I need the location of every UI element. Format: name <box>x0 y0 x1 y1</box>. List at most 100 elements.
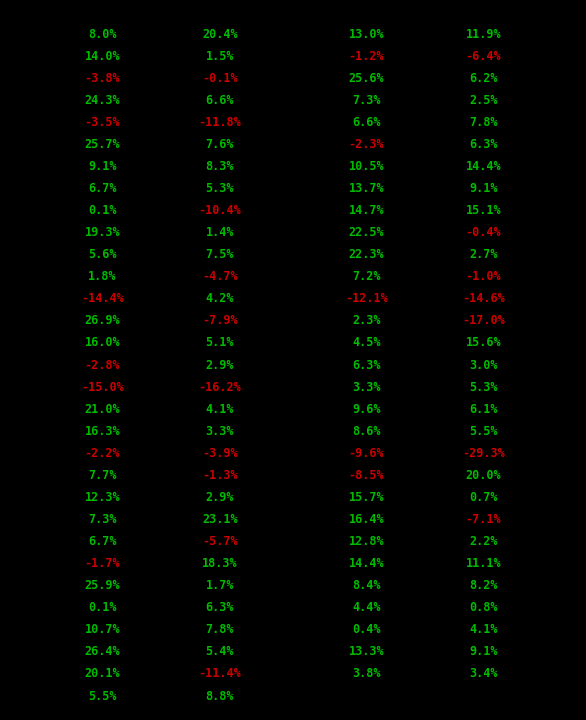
Text: -1.3%: -1.3% <box>202 469 237 482</box>
Text: 6.6%: 6.6% <box>206 94 234 107</box>
Text: -8.5%: -8.5% <box>349 469 384 482</box>
Text: 26.4%: 26.4% <box>85 645 120 658</box>
Text: 7.3%: 7.3% <box>88 513 117 526</box>
Text: 7.2%: 7.2% <box>352 270 380 283</box>
Text: 20.4%: 20.4% <box>202 27 237 40</box>
Text: 8.4%: 8.4% <box>352 579 380 592</box>
Text: 15.7%: 15.7% <box>349 491 384 504</box>
Text: 22.5%: 22.5% <box>349 226 384 239</box>
Text: 9.1%: 9.1% <box>88 160 117 173</box>
Text: 7.7%: 7.7% <box>88 469 117 482</box>
Text: 20.1%: 20.1% <box>85 667 120 680</box>
Text: 15.6%: 15.6% <box>466 336 501 349</box>
Text: 1.4%: 1.4% <box>206 226 234 239</box>
Text: 5.5%: 5.5% <box>469 425 498 438</box>
Text: 4.1%: 4.1% <box>469 624 498 636</box>
Text: 3.0%: 3.0% <box>469 359 498 372</box>
Text: 2.9%: 2.9% <box>206 491 234 504</box>
Text: 6.7%: 6.7% <box>88 535 117 548</box>
Text: 7.6%: 7.6% <box>206 138 234 151</box>
Text: 11.9%: 11.9% <box>466 27 501 40</box>
Text: 12.3%: 12.3% <box>85 491 120 504</box>
Text: -3.8%: -3.8% <box>85 72 120 85</box>
Text: 8.8%: 8.8% <box>206 690 234 703</box>
Text: 5.4%: 5.4% <box>206 645 234 658</box>
Text: -4.7%: -4.7% <box>202 270 237 283</box>
Text: 14.7%: 14.7% <box>349 204 384 217</box>
Text: -7.9%: -7.9% <box>202 315 237 328</box>
Text: 18.3%: 18.3% <box>202 557 237 570</box>
Text: 9.1%: 9.1% <box>469 182 498 195</box>
Text: 12.8%: 12.8% <box>349 535 384 548</box>
Text: 10.5%: 10.5% <box>349 160 384 173</box>
Text: 3.4%: 3.4% <box>469 667 498 680</box>
Text: 8.3%: 8.3% <box>206 160 234 173</box>
Text: -12.1%: -12.1% <box>345 292 387 305</box>
Text: 7.5%: 7.5% <box>206 248 234 261</box>
Text: 0.1%: 0.1% <box>88 204 117 217</box>
Text: -0.1%: -0.1% <box>202 72 237 85</box>
Text: 13.0%: 13.0% <box>349 27 384 40</box>
Text: 10.7%: 10.7% <box>85 624 120 636</box>
Text: 2.5%: 2.5% <box>469 94 498 107</box>
Text: 6.1%: 6.1% <box>469 402 498 415</box>
Text: 6.3%: 6.3% <box>469 138 498 151</box>
Text: 16.4%: 16.4% <box>349 513 384 526</box>
Text: -5.7%: -5.7% <box>202 535 237 548</box>
Text: 11.1%: 11.1% <box>466 557 501 570</box>
Text: 5.6%: 5.6% <box>88 248 117 261</box>
Text: 8.6%: 8.6% <box>352 425 380 438</box>
Text: 25.7%: 25.7% <box>85 138 120 151</box>
Text: 9.1%: 9.1% <box>469 645 498 658</box>
Text: 20.0%: 20.0% <box>466 469 501 482</box>
Text: -3.5%: -3.5% <box>85 116 120 129</box>
Text: -14.6%: -14.6% <box>462 292 505 305</box>
Text: 6.3%: 6.3% <box>352 359 380 372</box>
Text: 3.3%: 3.3% <box>206 425 234 438</box>
Text: 15.1%: 15.1% <box>466 204 501 217</box>
Text: 16.0%: 16.0% <box>85 336 120 349</box>
Text: 0.8%: 0.8% <box>469 601 498 614</box>
Text: 2.3%: 2.3% <box>352 315 380 328</box>
Text: 24.3%: 24.3% <box>85 94 120 107</box>
Text: 8.2%: 8.2% <box>469 579 498 592</box>
Text: 9.6%: 9.6% <box>352 402 380 415</box>
Text: -14.4%: -14.4% <box>81 292 124 305</box>
Text: 21.0%: 21.0% <box>85 402 120 415</box>
Text: -1.7%: -1.7% <box>85 557 120 570</box>
Text: 4.4%: 4.4% <box>352 601 380 614</box>
Text: -2.8%: -2.8% <box>85 359 120 372</box>
Text: -15.0%: -15.0% <box>81 381 124 394</box>
Text: 0.4%: 0.4% <box>352 624 380 636</box>
Text: -29.3%: -29.3% <box>462 447 505 460</box>
Text: -2.2%: -2.2% <box>85 447 120 460</box>
Text: 5.5%: 5.5% <box>88 690 117 703</box>
Text: -0.4%: -0.4% <box>466 226 501 239</box>
Text: 6.3%: 6.3% <box>206 601 234 614</box>
Text: 4.1%: 4.1% <box>206 402 234 415</box>
Text: 7.8%: 7.8% <box>469 116 498 129</box>
Text: 6.6%: 6.6% <box>352 116 380 129</box>
Text: 2.7%: 2.7% <box>469 248 498 261</box>
Text: 2.2%: 2.2% <box>469 535 498 548</box>
Text: 5.3%: 5.3% <box>469 381 498 394</box>
Text: -6.4%: -6.4% <box>466 50 501 63</box>
Text: 6.2%: 6.2% <box>469 72 498 85</box>
Text: 14.4%: 14.4% <box>466 160 501 173</box>
Text: 25.6%: 25.6% <box>349 72 384 85</box>
Text: -7.1%: -7.1% <box>466 513 501 526</box>
Text: 23.1%: 23.1% <box>202 513 237 526</box>
Text: 4.5%: 4.5% <box>352 336 380 349</box>
Text: 4.2%: 4.2% <box>206 292 234 305</box>
Text: 7.3%: 7.3% <box>352 94 380 107</box>
Text: -3.9%: -3.9% <box>202 447 237 460</box>
Text: -11.8%: -11.8% <box>199 116 241 129</box>
Text: 6.7%: 6.7% <box>88 182 117 195</box>
Text: 26.9%: 26.9% <box>85 315 120 328</box>
Text: 22.3%: 22.3% <box>349 248 384 261</box>
Text: -10.4%: -10.4% <box>199 204 241 217</box>
Text: 0.1%: 0.1% <box>88 601 117 614</box>
Text: -16.2%: -16.2% <box>199 381 241 394</box>
Text: -17.0%: -17.0% <box>462 315 505 328</box>
Text: 14.4%: 14.4% <box>349 557 384 570</box>
